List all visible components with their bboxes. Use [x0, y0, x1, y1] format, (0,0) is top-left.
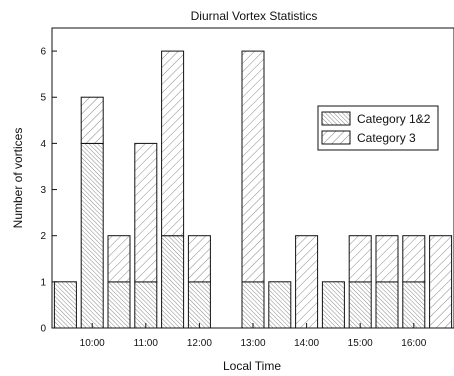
legend-label-category-3: Category 3 — [357, 131, 416, 145]
bar-category-1-2 — [107, 281, 131, 329]
bar-category-3 — [402, 235, 426, 283]
bar-category-3 — [295, 235, 319, 329]
bar-category-1-2 — [375, 281, 399, 329]
legend: Category 1&2 Category 3 — [317, 105, 439, 151]
bar-category-1-2 — [134, 281, 158, 329]
x-tick-label: 14:00 — [294, 338, 319, 349]
y-tick-label: 4 — [40, 139, 46, 150]
bar-category-3 — [107, 235, 131, 283]
bar-category-1-2 — [348, 281, 372, 329]
bar-category-3 — [134, 142, 158, 283]
bar-category-3 — [161, 50, 185, 237]
y-tick-label: 1 — [40, 277, 46, 288]
x-tick-label: 15:00 — [348, 338, 373, 349]
x-tick-label: 11:00 — [134, 338, 159, 349]
bar-category-1-2 — [161, 235, 185, 329]
x-tick-label: 16:00 — [401, 338, 426, 349]
y-tick-label: 5 — [40, 93, 46, 104]
legend-label-category-1-2: Category 1&2 — [357, 112, 431, 126]
x-tick-label: 13:00 — [240, 338, 265, 349]
x-tick-label: 10:00 — [80, 338, 105, 349]
legend-swatch-category-3 — [321, 130, 351, 145]
bar-category-3 — [348, 235, 372, 283]
bar-category-3 — [429, 235, 453, 329]
x-axis-title: Local Time — [223, 359, 281, 373]
bar-category-1-2 — [402, 281, 426, 329]
bar-category-1-2 — [187, 281, 211, 329]
y-axis-title: Number of vortices — [11, 128, 25, 229]
bar-category-1-2 — [321, 281, 345, 329]
bar-category-3 — [241, 50, 265, 283]
bar-category-1-2 — [268, 281, 292, 329]
bar-category-1-2 — [80, 142, 104, 329]
y-tick-label: 0 — [40, 324, 46, 335]
x-tick-label: 12:00 — [187, 338, 212, 349]
bars-layer — [53, 50, 453, 329]
bar-category-3 — [187, 235, 211, 283]
y-tick-label: 3 — [40, 185, 46, 196]
bar-category-1-2 — [241, 281, 265, 329]
y-tick-label: 2 — [40, 231, 46, 242]
chart-title: Diurnal Vortex Statistics — [191, 9, 318, 23]
bar-category-1-2 — [53, 281, 77, 329]
ticks-layer: 0 1 2 3 4 5 6 10:00 11:00 12:00 13:00 14:00 15:00 16:… — [40, 47, 426, 349]
bar-category-3 — [80, 96, 104, 144]
legend-swatch-category-1-2 — [321, 111, 351, 126]
y-tick-label: 6 — [40, 47, 46, 58]
bar-category-3 — [375, 235, 399, 283]
